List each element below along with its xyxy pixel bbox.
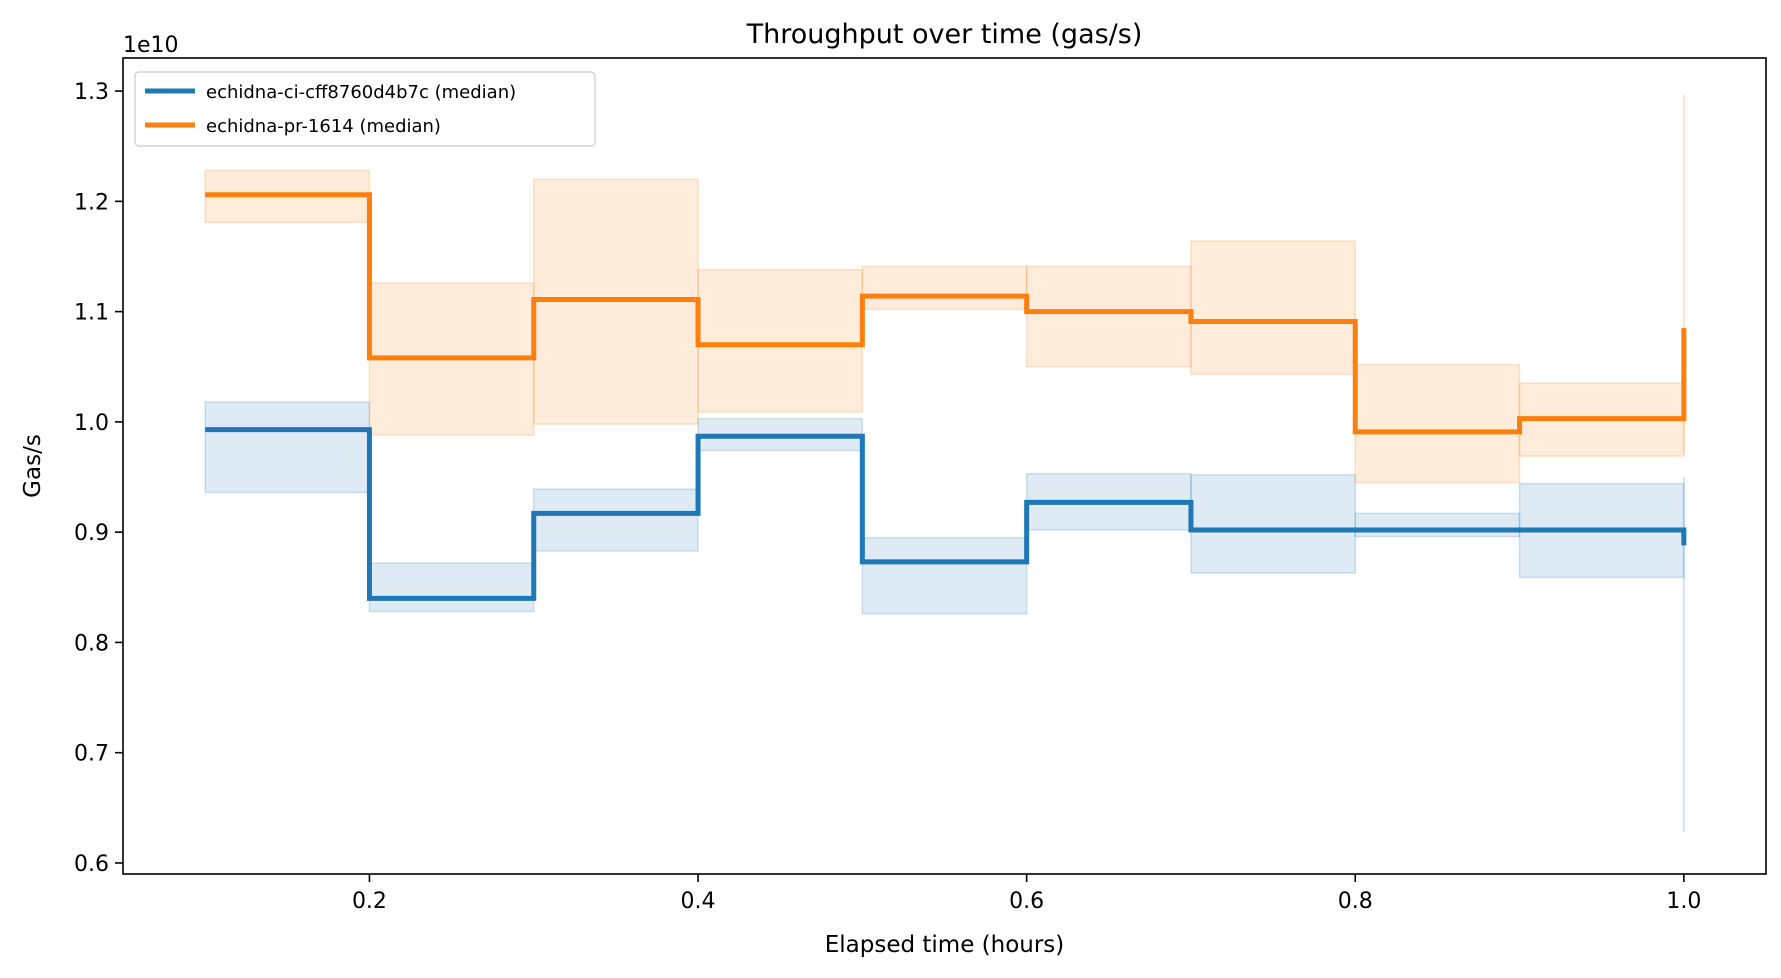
y-tick-label: 0.7 bbox=[74, 742, 109, 767]
band-segment-pr bbox=[697, 268, 864, 413]
legend-box bbox=[134, 71, 596, 147]
band-segment-pr bbox=[861, 265, 1028, 311]
y-tick-label: 0.6 bbox=[74, 852, 109, 877]
median-lines bbox=[205, 192, 1687, 601]
band-segment-ci bbox=[368, 562, 535, 613]
x-tick-label: 0.2 bbox=[352, 889, 387, 914]
x-tick-label: 0.8 bbox=[1338, 889, 1373, 914]
band-segment-ci bbox=[1190, 474, 1356, 574]
legend: echidna-ci-cff8760d4b7c (median) echidna… bbox=[134, 71, 596, 147]
median-line-ci bbox=[205, 427, 1687, 601]
band-segment-ci bbox=[1354, 512, 1521, 538]
chart-title: Throughput over time (gas/s) bbox=[746, 19, 1143, 50]
y-tick-label: 1.2 bbox=[74, 190, 109, 215]
legend-label-ci: echidna-ci-cff8760d4b7c (median) bbox=[206, 82, 516, 103]
x-axis-label: Elapsed time (hours) bbox=[825, 932, 1065, 958]
plot-frame bbox=[122, 57, 1767, 875]
band-segment-pr bbox=[1190, 240, 1356, 376]
band-segment-ci bbox=[861, 536, 1028, 615]
y-axis-label: Gas/s bbox=[20, 434, 46, 498]
band-segment-ci bbox=[533, 488, 699, 552]
x-tick-label: 0.6 bbox=[1009, 889, 1044, 914]
y-multiplier-label: 1e10 bbox=[123, 33, 179, 58]
x-tick-label: 1.0 bbox=[1666, 889, 1701, 914]
band-segment-pr bbox=[1025, 265, 1192, 368]
y-tick-label: 1.0 bbox=[74, 411, 109, 436]
x-tick-label: 0.4 bbox=[681, 889, 716, 914]
y-tick-label: 1.3 bbox=[74, 80, 109, 105]
band-segment-pr bbox=[1354, 363, 1521, 484]
y-tick-label: 0.9 bbox=[74, 521, 109, 546]
confidence-bands bbox=[204, 94, 1685, 833]
band-segment-ci bbox=[204, 401, 371, 494]
x-axis-ticks: 0.2 0.4 0.6 0.8 1.0 bbox=[352, 874, 1701, 914]
y-axis-ticks: 0.6 0.7 0.8 0.9 1.0 1.1 1.2 1.3 bbox=[74, 80, 123, 877]
median-line-pr bbox=[205, 192, 1687, 435]
y-tick-label: 0.8 bbox=[74, 631, 109, 656]
legend-label-pr: echidna-pr-1614 (median) bbox=[206, 116, 441, 137]
y-tick-label: 1.1 bbox=[74, 301, 109, 326]
